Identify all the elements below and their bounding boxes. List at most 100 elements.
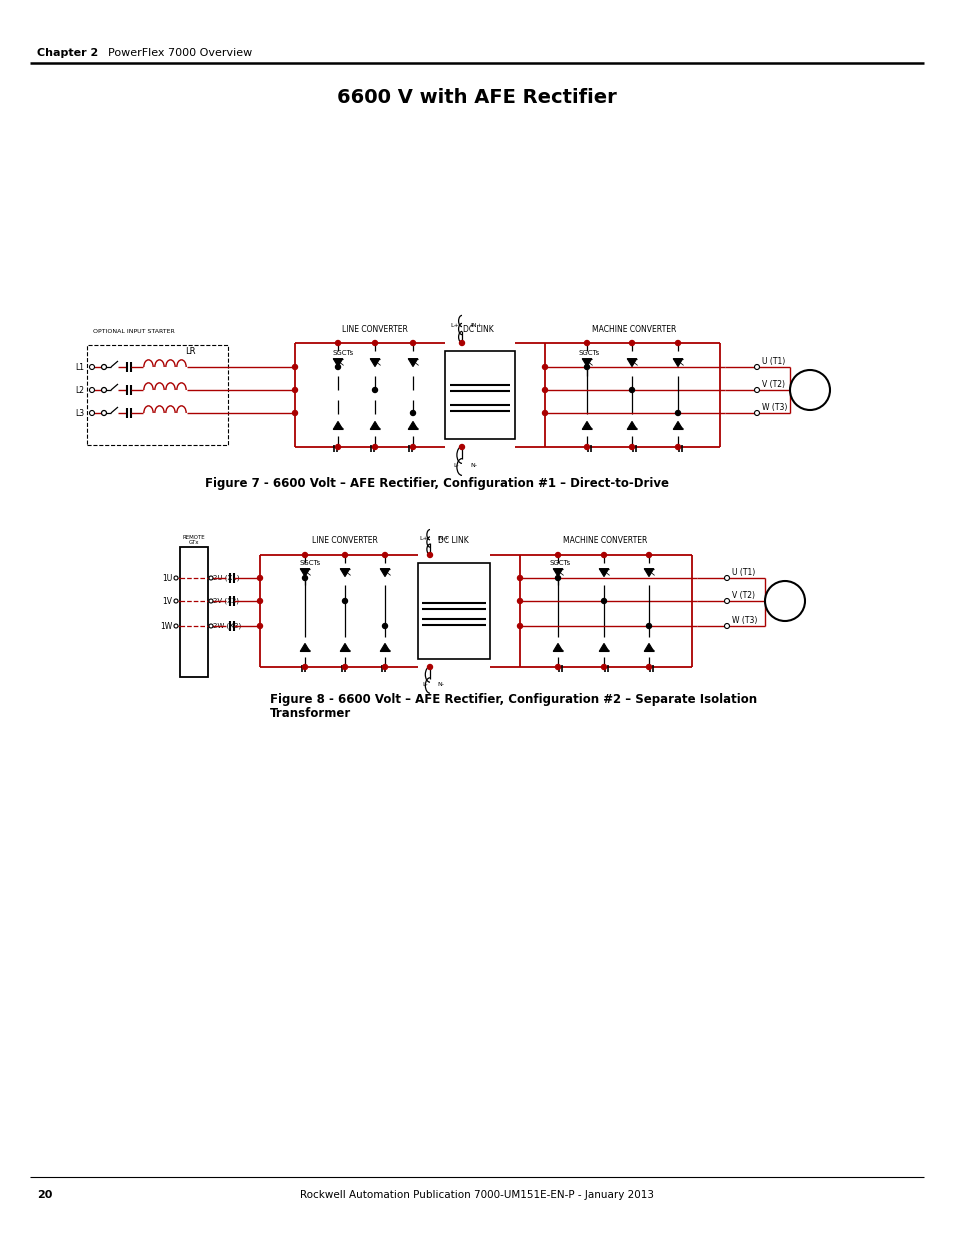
- Text: 1V: 1V: [162, 597, 172, 605]
- Circle shape: [542, 410, 547, 415]
- Text: W (T3): W (T3): [731, 615, 757, 625]
- Text: 2V (X2): 2V (X2): [213, 598, 239, 604]
- Text: MACHINE CONVERTER: MACHINE CONVERTER: [591, 325, 676, 333]
- Circle shape: [427, 552, 432, 557]
- Polygon shape: [408, 421, 417, 430]
- Text: L1: L1: [75, 363, 84, 372]
- Circle shape: [372, 388, 377, 393]
- Polygon shape: [300, 643, 310, 651]
- Circle shape: [257, 576, 262, 580]
- Circle shape: [754, 388, 759, 393]
- Circle shape: [754, 364, 759, 369]
- Circle shape: [101, 410, 107, 415]
- Circle shape: [209, 599, 213, 603]
- Bar: [87, 345, 228, 445]
- Circle shape: [302, 664, 307, 669]
- Polygon shape: [380, 643, 390, 651]
- Circle shape: [517, 624, 522, 629]
- Circle shape: [101, 388, 107, 393]
- Polygon shape: [553, 643, 562, 651]
- Circle shape: [629, 445, 634, 450]
- Text: Figure 7 - 6600 Volt – AFE Rectifier, Configuration #1 – Direct-to-Drive: Figure 7 - 6600 Volt – AFE Rectifier, Co…: [205, 477, 668, 489]
- Text: N-: N-: [470, 462, 476, 468]
- Text: Chapter 2: Chapter 2: [37, 48, 98, 58]
- Polygon shape: [581, 358, 591, 367]
- Text: U (T1): U (T1): [731, 568, 755, 577]
- Circle shape: [342, 599, 347, 604]
- Circle shape: [293, 410, 297, 415]
- Circle shape: [209, 624, 213, 629]
- Circle shape: [90, 410, 94, 415]
- Polygon shape: [380, 568, 390, 577]
- Circle shape: [555, 576, 560, 580]
- Text: LINE CONVERTER: LINE CONVERTER: [342, 325, 408, 333]
- Bar: [444, 351, 515, 438]
- Circle shape: [646, 664, 651, 669]
- Circle shape: [646, 624, 651, 629]
- Circle shape: [459, 341, 464, 346]
- Circle shape: [584, 341, 589, 346]
- Bar: [775, 594, 793, 608]
- Text: V (T2): V (T2): [731, 590, 754, 599]
- Circle shape: [335, 364, 340, 369]
- Text: LR: LR: [185, 347, 195, 356]
- Circle shape: [601, 599, 606, 604]
- Bar: [801, 383, 818, 396]
- Polygon shape: [300, 568, 310, 577]
- Polygon shape: [598, 643, 608, 651]
- Circle shape: [723, 576, 729, 580]
- Circle shape: [723, 624, 729, 629]
- Circle shape: [601, 552, 606, 557]
- Circle shape: [517, 599, 522, 604]
- Text: L2: L2: [75, 385, 84, 394]
- Circle shape: [173, 576, 178, 580]
- Text: SGCTs: SGCTs: [333, 350, 354, 356]
- Circle shape: [555, 664, 560, 669]
- Circle shape: [293, 364, 297, 369]
- Bar: [417, 563, 490, 659]
- Polygon shape: [340, 643, 350, 651]
- Text: 1U: 1U: [162, 573, 172, 583]
- Text: MACHINE CONVERTER: MACHINE CONVERTER: [562, 536, 646, 545]
- Circle shape: [723, 599, 729, 604]
- Text: SGCTs: SGCTs: [299, 559, 321, 566]
- Circle shape: [542, 364, 547, 369]
- Circle shape: [427, 664, 432, 669]
- Circle shape: [675, 341, 679, 346]
- Circle shape: [675, 410, 679, 415]
- Circle shape: [675, 445, 679, 450]
- Circle shape: [584, 445, 589, 450]
- Polygon shape: [598, 568, 608, 577]
- Polygon shape: [626, 358, 637, 367]
- Circle shape: [90, 388, 94, 393]
- Polygon shape: [581, 421, 591, 430]
- Circle shape: [410, 410, 416, 415]
- Text: L3: L3: [74, 409, 84, 417]
- Circle shape: [629, 341, 634, 346]
- Text: Rockwell Automation Publication 7000-UM151E-EN-P - January 2013: Rockwell Automation Publication 7000-UM1…: [299, 1191, 654, 1200]
- Circle shape: [101, 364, 107, 369]
- Circle shape: [601, 664, 606, 669]
- Circle shape: [764, 580, 804, 621]
- Circle shape: [382, 664, 387, 669]
- Circle shape: [382, 552, 387, 557]
- Circle shape: [542, 388, 547, 393]
- Text: N-: N-: [436, 682, 443, 687]
- Polygon shape: [333, 421, 342, 430]
- Circle shape: [372, 341, 377, 346]
- Text: ~: ~: [804, 389, 814, 399]
- Text: PowerFlex 7000 Overview: PowerFlex 7000 Overview: [108, 48, 252, 58]
- Circle shape: [754, 410, 759, 415]
- Circle shape: [646, 552, 651, 557]
- Circle shape: [555, 552, 560, 557]
- Text: REMOTE: REMOTE: [182, 535, 205, 540]
- Polygon shape: [333, 358, 342, 367]
- Text: M: M: [804, 382, 814, 391]
- Text: ~: ~: [780, 600, 789, 610]
- Circle shape: [629, 388, 634, 393]
- Text: OPTIONAL INPUT STARTER: OPTIONAL INPUT STARTER: [93, 329, 174, 333]
- Polygon shape: [370, 421, 379, 430]
- Polygon shape: [673, 358, 682, 367]
- Polygon shape: [553, 568, 562, 577]
- Text: IN+: IN+: [470, 322, 481, 327]
